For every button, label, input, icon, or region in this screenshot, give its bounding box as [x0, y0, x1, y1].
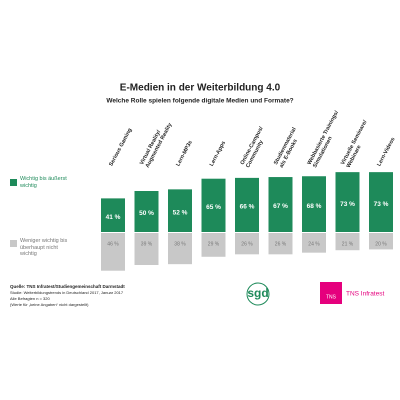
bar — [369, 172, 393, 232]
value-label: 29 % — [208, 241, 220, 247]
legend-up: Wichtig bis äußerst wichtig — [20, 176, 67, 189]
bar — [268, 233, 293, 255]
bar — [101, 198, 125, 232]
value-label: 21 % — [342, 241, 354, 247]
bar — [335, 172, 360, 232]
bar — [134, 233, 159, 265]
bar — [335, 233, 360, 251]
category-label-line: Serious Gaming — [109, 128, 134, 168]
bar — [302, 233, 326, 253]
tns-logo: TNS — [326, 294, 337, 300]
value-label: 26 % — [275, 241, 287, 247]
category-label-line: Lern-Videos — [377, 137, 397, 168]
footnote: Studie: Weiterbildungstrends in Deutschl… — [10, 290, 124, 295]
value-label: 73 % — [340, 201, 355, 208]
category-label: Lern-Videos — [377, 137, 397, 168]
value-label: 41 % — [106, 214, 121, 221]
category-label-line: Lern-Apps — [209, 141, 227, 168]
sgd-logo-ring — [246, 282, 270, 306]
bar — [168, 189, 192, 232]
category-label: Studienmaterialals E-Books — [273, 126, 304, 169]
category-label: Online-Campus/Community — [240, 126, 271, 170]
category-label: Webbasierte Trainings/Simulationen — [307, 110, 346, 169]
value-label: 50 % — [139, 210, 154, 217]
bar — [369, 233, 393, 250]
value-label: 26 % — [241, 241, 253, 247]
value-label: 66 % — [240, 204, 255, 211]
value-label: 20 % — [375, 241, 387, 247]
chart-subtitle: Welche Rolle spielen folgende digitale M… — [106, 98, 293, 105]
footnote: Quelle: TNS Infratest/Studiengemeinschaf… — [10, 284, 125, 289]
value-label: 73 % — [374, 201, 389, 208]
category-label: Serious Gaming — [109, 128, 134, 168]
bar — [101, 233, 125, 271]
footnote: (Werte für „keine Angaben“ nicht dargest… — [10, 302, 89, 307]
value-label: 67 % — [273, 203, 288, 210]
value-label: 39 % — [141, 241, 153, 247]
bar — [201, 178, 226, 232]
category-label: Virtual Reality/Augmented Reality — [139, 118, 174, 169]
chart-title: E-Medien in der Weiterbildung 4.0 — [120, 83, 281, 94]
value-label: 65 % — [206, 204, 221, 211]
bar — [168, 233, 192, 265]
bar — [302, 176, 326, 232]
tns-logo-box — [320, 282, 342, 304]
bar — [201, 233, 226, 257]
value-label: 52 % — [173, 209, 188, 216]
tns-text: TNS Infratest — [346, 291, 384, 298]
bar — [134, 191, 159, 232]
legend-swatch — [10, 240, 17, 247]
bar — [268, 177, 293, 232]
value-label: 38 % — [174, 241, 186, 247]
value-label: 46 % — [107, 241, 119, 247]
category-label: Lern-Apps — [209, 141, 227, 168]
category-label-line: Lern-MP3s — [176, 140, 195, 168]
bar — [235, 177, 259, 232]
bar — [235, 233, 259, 255]
category-label: Lern-MP3s — [176, 140, 195, 168]
category-label: Virtuelle Seminare/Webinare — [340, 119, 374, 169]
value-label: 68 % — [307, 203, 322, 210]
value-label: 24 % — [308, 241, 320, 247]
sgd-logo: sgd — [247, 286, 268, 300]
footnote: Alle Befragten n = 320 — [10, 296, 50, 301]
legend-down: Weniger wichtig bis überhaupt nicht wich… — [20, 238, 68, 258]
legend-swatch — [10, 179, 17, 186]
